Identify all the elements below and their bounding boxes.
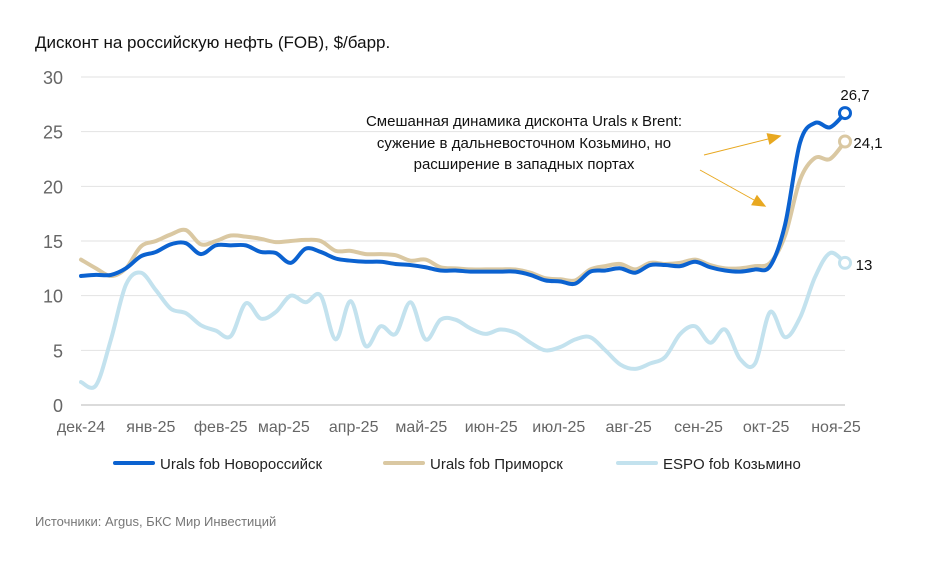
arrow-line: [703, 138, 769, 156]
legend-label: ESPO fob Козьмино: [663, 456, 801, 473]
x-tick-label: фев-25: [194, 419, 248, 436]
series-line: [79, 111, 847, 287]
end-marker: [838, 106, 852, 121]
end-marker: [838, 134, 852, 149]
y-tick-label: 15: [43, 232, 63, 252]
x-tick-label: июл-25: [532, 419, 585, 436]
y-axis: 0 5 10 15 20 25 30: [43, 68, 63, 416]
series-line: [79, 139, 847, 283]
y-tick-label: 10: [43, 287, 63, 307]
legend: Urals fob Новороссийск Urals fob Приморск…: [113, 456, 801, 473]
end-value-label: 26,7: [840, 87, 869, 104]
annotation-line-2: сужение в дальневосточном Козьмино, но: [377, 135, 671, 152]
legend-label: Urals fob Приморск: [430, 456, 563, 473]
source-note: Источники: Argus, БКС Мир Инвестиций: [35, 514, 276, 529]
x-tick-label: сен-25: [674, 419, 723, 436]
series-lines: 13 24,1 26,7: [79, 87, 883, 390]
x-tick-label: янв-25: [126, 419, 175, 436]
x-tick-label: ноя-25: [811, 419, 861, 436]
y-tick-label: 25: [43, 123, 63, 143]
end-value-label: 13: [856, 257, 873, 274]
legend-label: Urals fob Новороссийск: [160, 456, 322, 473]
x-axis: дек-24 янв-25 фев-25 мар-25 апр-25 май-25 июн-…: [57, 419, 861, 436]
annotation-line-3: расширение в западных портах: [414, 156, 635, 173]
x-tick-label: авг-25: [605, 419, 651, 436]
arrow-line: [699, 169, 755, 201]
annotation: Смешанная динамика дисконта Urals к Bren…: [366, 113, 782, 207]
y-tick-label: 30: [43, 68, 63, 88]
y-tick-label: 0: [53, 396, 63, 416]
x-tick-label: окт-25: [743, 419, 790, 436]
series-line: [79, 250, 847, 390]
y-tick-label: 5: [53, 341, 63, 361]
y-tick-label: 20: [43, 177, 63, 197]
end-marker: [838, 255, 852, 270]
x-tick-label: дек-24: [57, 419, 105, 436]
annotation-line-1: Смешанная динамика дисконта Urals к Bren…: [366, 113, 682, 130]
grid: [81, 76, 845, 406]
x-tick-label: апр-25: [329, 419, 379, 436]
chart-title: Дисконт на российскую нефть (FOB), $/бар…: [35, 33, 390, 52]
end-value-label: 24,1: [853, 135, 882, 152]
x-tick-label: июн-25: [465, 419, 518, 436]
arrow-head-icon: [751, 194, 767, 207]
arrow-head-icon: [766, 133, 782, 145]
x-tick-label: мар-25: [258, 419, 310, 436]
x-tick-label: май-25: [395, 419, 447, 436]
